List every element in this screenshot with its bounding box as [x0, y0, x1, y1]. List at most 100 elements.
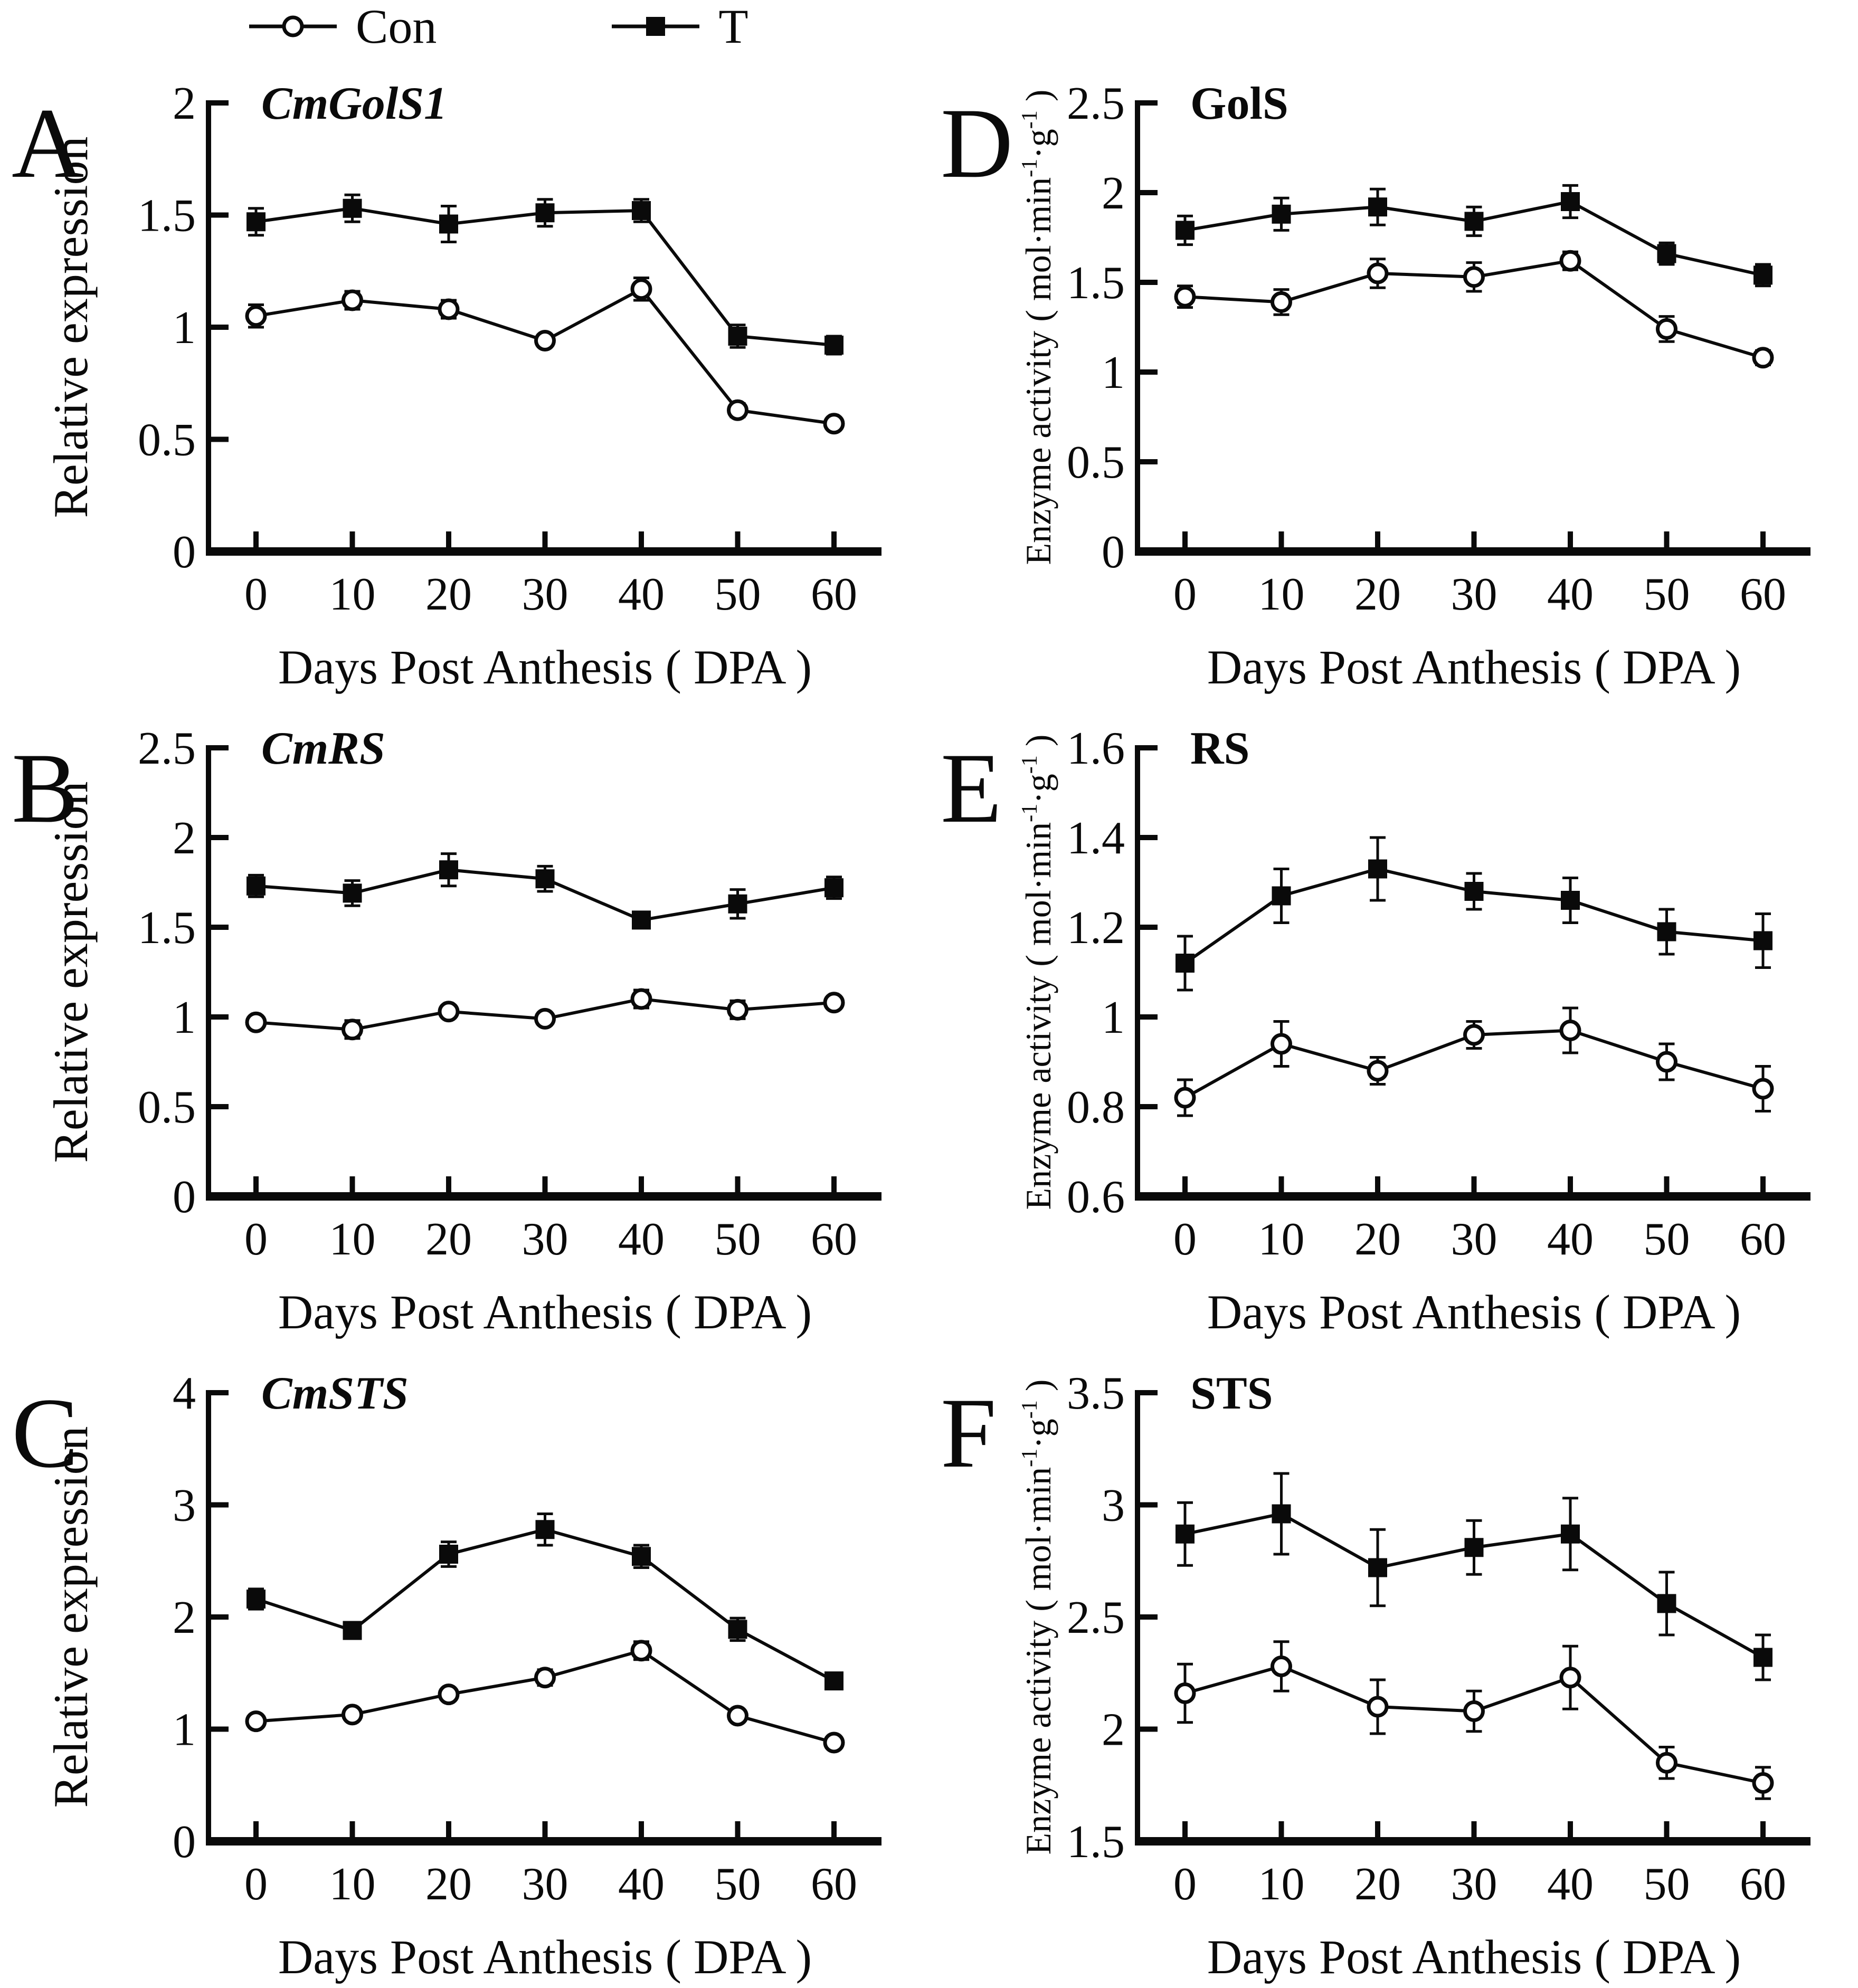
svg-text:1.6: 1.6: [1067, 723, 1125, 774]
x-ticks: 0 10 20 30 40 50 60: [244, 1176, 857, 1265]
open-circle-marker-icon: [249, 15, 337, 37]
filled-square-marker: [632, 1547, 651, 1566]
panel-letter: B: [12, 733, 79, 844]
open-circle-marker: [1463, 266, 1485, 288]
panel-d: D 0 0.5 1 1.5 2 2.5 0 10 20 30 40 50 60 GolS Days Post …: [929, 53, 1858, 698]
filled-square-marker: [632, 201, 651, 220]
svg-text:1.5: 1.5: [1067, 258, 1125, 309]
series-Con: [1174, 1640, 1774, 1800]
svg-text:30: 30: [1451, 1214, 1497, 1265]
panel-f-chart: F 1.5 2 2.5 3 3.5 0 10 20 30 40 50 60 STS Days Post An…: [941, 1368, 1810, 1984]
x-ticks: 0 10 20 30 40 50 60: [244, 531, 857, 620]
svg-text:1: 1: [173, 992, 196, 1043]
open-circle-marker: [1367, 1060, 1389, 1082]
panel-e-chart: E 0.6 0.8 1 1.2 1.4 1.6 0 10 20 30 40 50 60 RS Days Pos…: [941, 723, 1810, 1339]
filled-square-marker: [1464, 882, 1484, 901]
panel-b: B 0 0.5 1 1.5 2 2.5 0 10 20 30 40 50 60 CmRS Days Post …: [0, 698, 929, 1343]
legend-label-con: Con: [356, 0, 437, 53]
svg-text:50: 50: [715, 1214, 761, 1265]
svg-text:0.6: 0.6: [1067, 1172, 1125, 1223]
open-circle-marker: [1271, 1033, 1292, 1055]
open-circle-marker: [534, 1007, 556, 1030]
filled-square-marker: [1657, 244, 1676, 263]
svg-text:2: 2: [173, 1592, 196, 1643]
filled-square-marker: [824, 336, 843, 355]
panel-letter: F: [941, 1378, 997, 1489]
svg-text:0.5: 0.5: [138, 415, 196, 466]
y-axis-label: Enzyme activity ( mol·min-1·g-1 ): [1018, 1380, 1058, 1855]
svg-text:0.5: 0.5: [138, 1082, 196, 1133]
svg-text:40: 40: [618, 569, 665, 620]
open-circle-marker: [534, 1667, 556, 1689]
svg-text:60: 60: [811, 1214, 857, 1265]
svg-text:1.5: 1.5: [138, 902, 196, 954]
panel-title: CmGolS1: [261, 78, 447, 129]
svg-text:40: 40: [1547, 569, 1594, 620]
filled-square-marker: [1176, 1524, 1195, 1544]
svg-text:60: 60: [1740, 1859, 1786, 1910]
y-ticks: 0 0.5 1 1.5 2 2.5: [138, 723, 229, 1223]
svg-text:1: 1: [1102, 347, 1125, 398]
legend: Con T: [248, 0, 748, 53]
x-ticks: 0 10 20 30 40 50 60: [1173, 1176, 1786, 1265]
filled-square-marker: [247, 876, 266, 896]
filled-square-marker: [728, 327, 747, 346]
svg-text:60: 60: [1740, 569, 1786, 620]
filled-square-marker: [1368, 197, 1387, 217]
svg-text:10: 10: [329, 569, 376, 620]
svg-text:1: 1: [173, 302, 196, 354]
svg-text:20: 20: [1354, 1214, 1401, 1265]
filled-square-marker: [343, 1621, 362, 1640]
svg-text:30: 30: [522, 1859, 568, 1910]
filled-square-marker: [1272, 204, 1291, 224]
svg-text:1.5: 1.5: [138, 191, 196, 242]
svg-text:30: 30: [522, 569, 568, 620]
svg-text:0: 0: [173, 1816, 196, 1868]
filled-square-marker: [1368, 1558, 1387, 1577]
open-circle-marker: [823, 413, 845, 435]
x-axis-label: Days Post Anthesis ( DPA ): [1207, 640, 1741, 694]
filled-square-marker: [535, 869, 555, 889]
open-circle-marker: [1559, 1667, 1581, 1689]
y-axis-label: Enzyme activity ( mol·min-1·g-1 ): [1018, 90, 1058, 565]
y-ticks: 0 0.5 1 1.5 2 2.5: [1067, 78, 1158, 578]
filled-square-marker: [1657, 922, 1676, 941]
series-line: [255, 206, 835, 347]
legend-item-con: Con: [248, 2, 437, 51]
open-circle-marker: [1752, 347, 1774, 369]
svg-text:0.8: 0.8: [1067, 1082, 1125, 1133]
open-circle-marker: [1367, 1696, 1389, 1718]
series-T: [1176, 184, 1772, 288]
svg-text:0: 0: [244, 569, 268, 620]
open-circle-marker: [630, 278, 652, 300]
open-circle-marker: [727, 399, 748, 421]
svg-text:1.2: 1.2: [1067, 902, 1125, 954]
x-ticks: 0 10 20 30 40 50 60: [1173, 1821, 1786, 1910]
axes: [206, 100, 881, 556]
series-Con: [245, 1640, 845, 1754]
svg-text:50: 50: [715, 1859, 761, 1910]
axes: [206, 745, 881, 1201]
svg-text:0: 0: [1173, 569, 1197, 620]
y-ticks: 0 1 2 3 4: [173, 1368, 229, 1868]
svg-text:30: 30: [522, 1214, 568, 1265]
y-axis-label: Relative expression: [44, 781, 98, 1163]
series-line: [255, 1528, 835, 1682]
svg-text:50: 50: [1644, 1214, 1690, 1265]
open-circle-marker: [1174, 1682, 1196, 1704]
open-circle-marker: [1463, 1700, 1485, 1722]
svg-text:1: 1: [173, 1705, 196, 1756]
svg-text:40: 40: [618, 1859, 665, 1910]
svg-text:2: 2: [173, 78, 196, 129]
svg-text:0: 0: [1173, 1859, 1197, 1910]
x-axis-label: Days Post Anthesis ( DPA ): [278, 1930, 812, 1984]
x-axis-label: Days Post Anthesis ( DPA ): [1207, 1930, 1741, 1984]
svg-text:1.4: 1.4: [1067, 813, 1125, 864]
svg-text:2.5: 2.5: [138, 723, 196, 774]
svg-text:30: 30: [1451, 1859, 1497, 1910]
svg-text:50: 50: [715, 569, 761, 620]
open-circle-marker: [438, 1001, 460, 1023]
open-circle-marker: [1656, 318, 1677, 340]
